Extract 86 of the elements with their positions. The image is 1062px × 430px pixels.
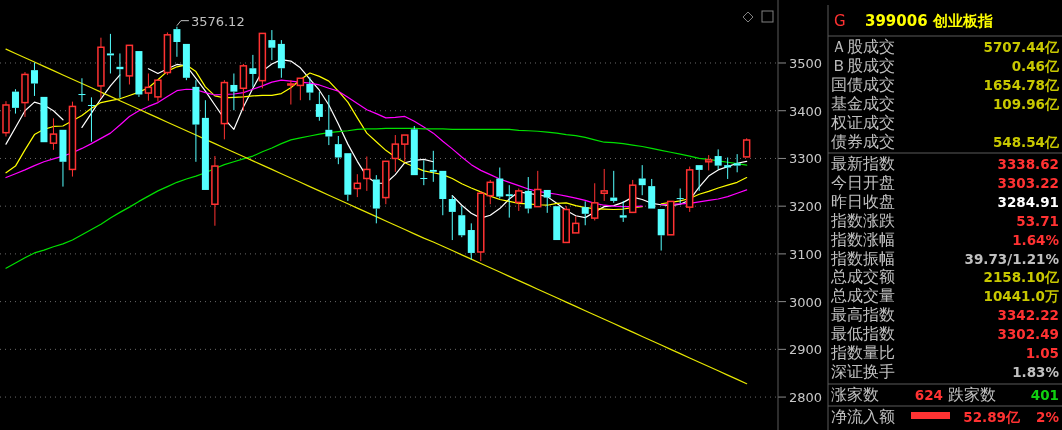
text: 3284.91	[997, 193, 1059, 210]
category-label: 国债成交	[831, 75, 895, 94]
category-label: 深证换手	[831, 361, 895, 381]
candlestick	[638, 164, 646, 196]
candlestick	[277, 39, 285, 79]
category-label: 指数量比	[830, 343, 895, 362]
y-tick-label: 3500	[788, 56, 822, 71]
y-tick-label: 3100	[788, 246, 822, 262]
category-label: 总成交额	[830, 267, 895, 287]
y-tick-label: 3400	[788, 103, 822, 119]
candlestick	[610, 170, 618, 204]
text: 1.05	[1025, 345, 1059, 361]
text: 1654.78亿	[983, 77, 1059, 93]
candlestick	[230, 73, 238, 111]
category-label: 权证成交	[830, 113, 895, 132]
category-label: 指数涨跌	[830, 210, 895, 230]
text: 2%	[1036, 409, 1060, 425]
candlestick	[315, 91, 323, 122]
text: 1.64%	[1012, 231, 1059, 248]
candlestick	[363, 156, 371, 192]
y-tick-label: 3300	[788, 151, 822, 167]
category-label: Ｂ股成交	[831, 56, 895, 75]
candlestick	[287, 79, 295, 106]
candlestick	[467, 222, 475, 261]
text: 3342.22	[997, 307, 1059, 324]
y-tick-label: 3000	[788, 294, 822, 310]
text: 548.54亿	[992, 134, 1059, 150]
candlestick	[724, 156, 732, 180]
text: 3303.22	[997, 174, 1059, 191]
category-label: 债券成交	[831, 132, 895, 151]
text: 跌家数	[948, 385, 996, 404]
text: 399006 创业板指	[865, 12, 993, 30]
candlestick	[505, 184, 513, 219]
y-tick-label: 2900	[788, 342, 822, 358]
text: 1.83%	[1012, 363, 1059, 380]
text: 39.73/1.21%	[964, 250, 1059, 267]
text: 624	[914, 387, 943, 403]
text: 109.96亿	[992, 96, 1059, 112]
category-label: 指数振幅	[830, 248, 895, 268]
category-label: 总成交量	[830, 286, 895, 306]
candlestick	[249, 54, 257, 88]
candlestick	[87, 96, 95, 143]
candlestick	[268, 29, 276, 61]
candlestick	[106, 33, 114, 74]
candlestick	[163, 31, 172, 76]
text: 3338.62	[997, 156, 1059, 172]
y-tick-label: 2800	[788, 390, 822, 406]
candlestick	[581, 200, 589, 226]
candlestick	[496, 167, 504, 200]
category-label: 昨日收盘	[831, 191, 895, 211]
category-label: 基金成交	[831, 94, 895, 113]
candlestick	[619, 200, 627, 223]
candlestick	[78, 77, 86, 103]
text: 5707.44亿	[983, 39, 1059, 55]
candlestick	[334, 135, 342, 165]
text: 10441.0万	[983, 288, 1059, 305]
candlestick	[173, 26, 181, 58]
candlestick	[97, 37, 105, 99]
candlestick	[192, 79, 200, 163]
category-label: 今日开盘	[831, 172, 895, 192]
candlestick	[306, 76, 314, 101]
text: 3302.49	[997, 326, 1059, 343]
text: 53.71	[1016, 212, 1059, 229]
candlestick	[448, 195, 456, 241]
text: 净流入额	[831, 407, 895, 426]
candlestick	[458, 205, 466, 238]
candlestick	[11, 88, 19, 115]
text: 涨家数	[831, 385, 879, 404]
annotation: 3576.12	[190, 13, 245, 29]
category-label: 最新指数	[831, 154, 895, 173]
candlestick	[372, 174, 380, 224]
text: 401	[1030, 387, 1059, 403]
y-tick-label: 3200	[788, 199, 822, 215]
candlestick	[429, 150, 437, 183]
text: 0.46亿	[1011, 58, 1059, 74]
category-label: 最低指数	[831, 324, 895, 344]
text: 2158.10亿	[983, 269, 1059, 286]
category-label: 最高指数	[831, 305, 895, 325]
candlestick	[211, 155, 219, 227]
candlestick	[2, 100, 10, 137]
text: 52.89亿	[963, 409, 1021, 425]
category-label: Ａ股成交	[831, 37, 895, 56]
candlestick	[21, 71, 29, 118]
category-label: 指数涨幅	[830, 229, 895, 249]
text: G	[834, 12, 846, 30]
candlestick	[220, 79, 229, 140]
